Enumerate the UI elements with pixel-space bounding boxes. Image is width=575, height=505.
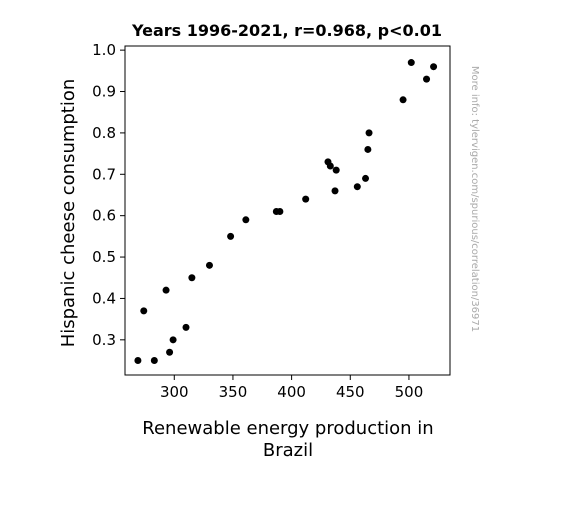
data-point [332,166,340,174]
data-point [407,59,415,67]
y-tick-label: 1.0 [92,41,116,59]
data-point [140,307,148,315]
y-tick-label: 0.6 [92,207,116,225]
y-tick-label: 0.9 [92,83,116,101]
data-point [423,75,431,83]
y-tick-label: 0.7 [92,165,116,183]
x-tick-label: 300 [160,383,189,401]
data-point [227,232,235,240]
data-point [242,216,250,224]
data-point [188,274,196,282]
plot-frame [124,45,451,376]
x-axis-label-line-1: Renewable energy production in [142,418,433,439]
data-point [362,174,370,182]
x-tick-label: 350 [219,383,248,401]
data-point [150,357,158,365]
data-point [276,208,284,216]
data-point [166,348,174,356]
data-point [134,357,142,365]
data-point [331,187,339,195]
data-point [364,145,372,153]
x-tick-label: 400 [277,383,306,401]
x-axis-label-line-2: Brazil [263,440,313,461]
data-point [169,336,177,344]
data-point [353,183,361,191]
x-tick-label: 450 [336,383,365,401]
data-point [162,286,170,294]
data-point [399,96,407,104]
y-axis-label: Hispanic cheese consumption [58,79,79,348]
y-tick-label: 0.8 [92,124,116,142]
data-point [205,261,213,269]
plot-area: 300 350 400 450 500 0.3 0.4 0.5 0.6 0.7 0.8 0.9 1.0 [92,41,451,401]
x-tick-label: 500 [395,383,424,401]
chart-title: Years 1996-2021, r=0.968, p<0.01 [131,21,442,40]
data-point [326,162,334,170]
y-tick-label: 0.3 [92,331,116,349]
y-tick-label: 0.5 [92,248,116,266]
data-point [430,63,438,71]
data-point [182,323,190,331]
data-point [302,195,310,203]
data-point [365,129,373,137]
watermark-source-text: More info: tylervigen.com/spurious/corre… [469,66,480,332]
y-tick-label: 0.4 [92,289,116,307]
